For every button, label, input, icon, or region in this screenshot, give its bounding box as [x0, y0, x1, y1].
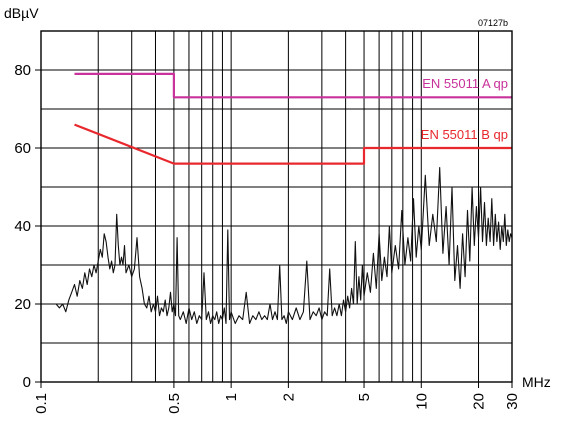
series-group	[55, 72, 513, 325]
x-tick-label: 20	[471, 393, 488, 410]
figure-id: 07127b	[478, 18, 508, 28]
emission-trace	[55, 166, 513, 325]
x-tick-label: 1	[223, 393, 240, 401]
grid	[41, 31, 512, 382]
limit-line-a	[74, 72, 512, 99]
x-tick-label: 2	[280, 393, 297, 401]
x-tick-label: 0.1	[33, 393, 50, 414]
limit-line-b	[74, 123, 512, 165]
x-tick-label: 30	[504, 393, 521, 410]
legend-label-b: EN 55011 B qp	[421, 127, 508, 142]
x-axis-title: MHz	[522, 374, 551, 390]
labels: 0 20 40 60 80 0.1 0.5 1 2 5 10 20 30	[14, 62, 521, 414]
y-tick-label: 80	[14, 62, 31, 79]
y-tick-label: 0	[23, 374, 31, 391]
x-tick-label: 5	[356, 393, 373, 401]
y-tick-label: 20	[14, 296, 31, 313]
plot-frame	[40, 30, 513, 383]
x-tick-label: 0.5	[166, 393, 183, 414]
y-axis-title: dBµV	[4, 5, 39, 21]
y-tick-label: 40	[14, 218, 31, 235]
x-tick-label: 10	[413, 393, 430, 410]
y-tick-label: 60	[14, 140, 31, 157]
legend-label-a: EN 55011 A qp	[422, 76, 508, 91]
